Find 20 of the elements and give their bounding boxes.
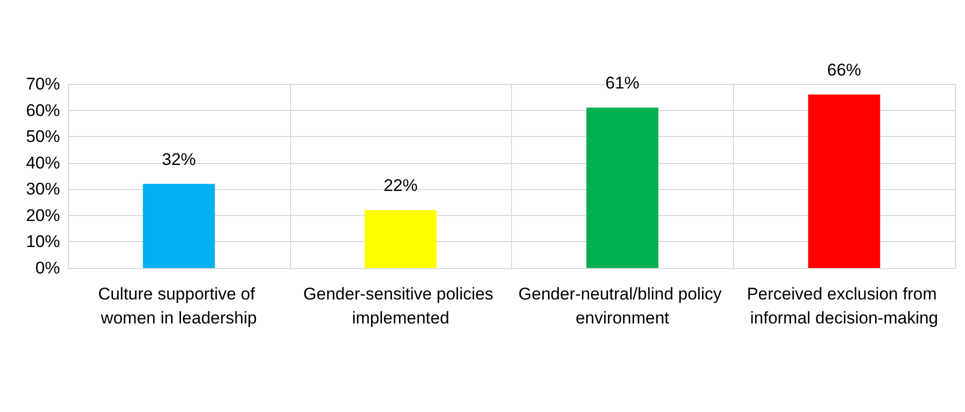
bar: [586, 108, 658, 268]
x-tick-label: Gender-neutral/blind policy environment: [518, 284, 726, 328]
bar: [142, 184, 215, 268]
y-tick-label: 50%: [26, 127, 60, 146]
x-tick-label: Culture supportive of women in leadership: [98, 284, 260, 328]
data-label: 22%: [384, 176, 418, 196]
x-tick-label: Perceived exclusion from informal decision-making: [746, 284, 942, 328]
data-label: 61%: [605, 74, 640, 93]
y-tick-label: 70%: [26, 74, 60, 94]
y-tick-label: 10%: [26, 232, 60, 252]
bar: [364, 210, 437, 268]
data-label: 32%: [162, 150, 196, 169]
y-tick-label: 30%: [26, 180, 60, 199]
y-tick-label: 60%: [26, 100, 60, 120]
y-tick-label: 20%: [26, 206, 60, 225]
bar: [808, 94, 880, 268]
x-tick-label: Gender-sensitive policies implemented: [303, 284, 498, 328]
data-label: 66%: [827, 60, 862, 80]
y-tick-label: 0%: [35, 258, 60, 278]
y-tick-label: 40%: [26, 153, 60, 172]
